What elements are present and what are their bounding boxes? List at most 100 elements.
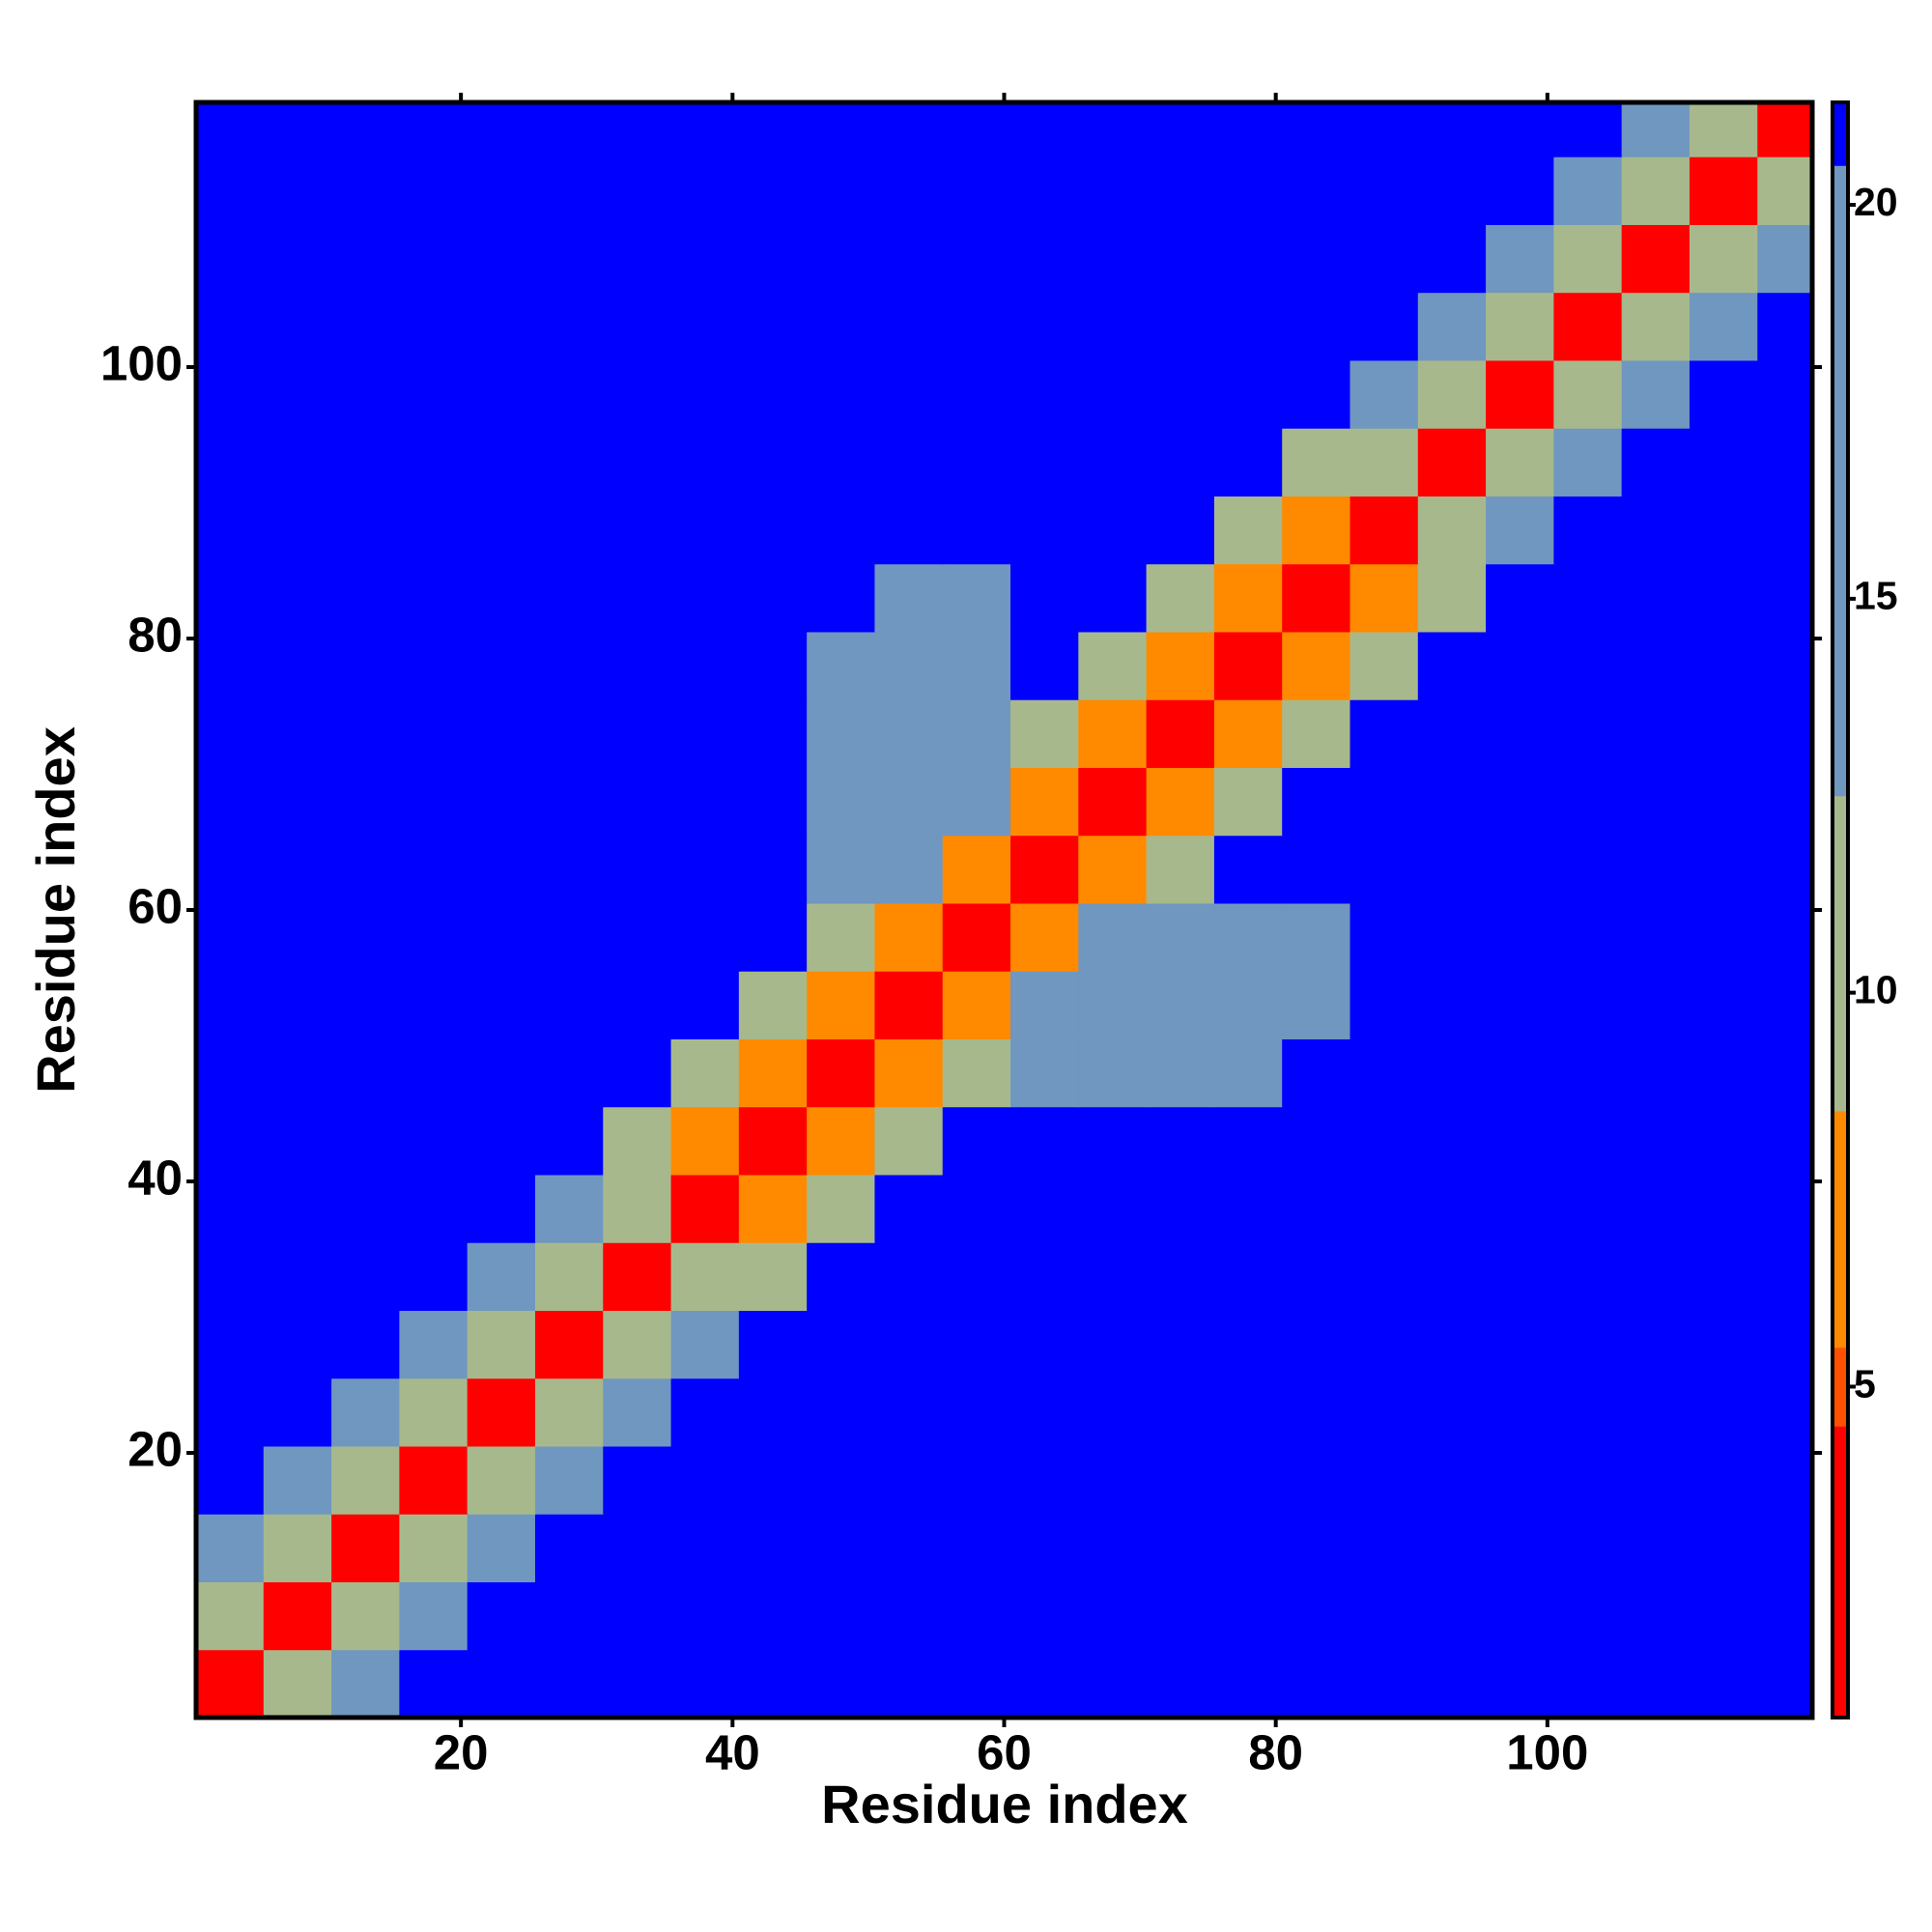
heatmap-cell (603, 1309, 672, 1379)
heatmap-cell (534, 292, 605, 361)
heatmap-cell (467, 427, 536, 497)
heatmap-cell (1350, 1241, 1419, 1311)
heatmap-cell (670, 1241, 740, 1311)
heatmap-cell (1078, 1174, 1148, 1243)
heatmap-cell (1078, 156, 1148, 225)
heatmap-cell (263, 1445, 333, 1515)
heatmap-cell (1689, 1513, 1759, 1582)
y-axis-title: Residue index (25, 726, 86, 1094)
heatmap-cell (1146, 495, 1215, 565)
heatmap-cell (534, 1174, 605, 1243)
heatmap-cell (1350, 101, 1419, 157)
heatmap-cell (942, 292, 1012, 361)
heatmap-cell (331, 766, 401, 837)
heatmap-cell (1553, 902, 1623, 972)
heatmap-cell (1078, 970, 1148, 1039)
heatmap-cell (603, 1241, 672, 1311)
heatmap-cell (942, 970, 1012, 1039)
heatmap-cell (1078, 1037, 1148, 1108)
heatmap-cell (1146, 1378, 1215, 1447)
heatmap-cell (263, 631, 333, 700)
heatmap-cell (942, 223, 1012, 294)
heatmap-cell (331, 156, 401, 225)
heatmap-cell (1010, 1037, 1080, 1108)
heatmap-cell (195, 835, 265, 904)
heatmap-cell (263, 495, 333, 565)
heatmap-cell (1553, 563, 1623, 633)
heatmap-cell (603, 1649, 672, 1719)
heatmap-cell (807, 1106, 876, 1176)
heatmap-cell (1757, 292, 1813, 361)
heatmap-cell (942, 1309, 1012, 1379)
heatmap-cell (467, 223, 536, 294)
heatmap-cell (1146, 156, 1215, 225)
heatmap-cell (331, 1378, 401, 1447)
heatmap-cell (807, 359, 876, 429)
heatmap-cell (807, 292, 876, 361)
heatmap-cell (1689, 835, 1759, 904)
heatmap-cell (1553, 359, 1623, 429)
heatmap-cell (1757, 1106, 1813, 1176)
heatmap-cell (467, 1309, 536, 1379)
heatmap-cell (195, 156, 265, 225)
heatmap-cell (874, 1174, 944, 1243)
heatmap-cell (1689, 970, 1759, 1039)
heatmap-cell (467, 698, 536, 768)
heatmap-cell (1689, 1580, 1759, 1651)
heatmap-cell (467, 101, 536, 157)
heatmap-cell (263, 1378, 333, 1447)
heatmap-cell (807, 698, 876, 768)
heatmap-cell (534, 359, 605, 429)
heatmap-cell (467, 495, 536, 565)
heatmap-cell (603, 1513, 672, 1582)
heatmap-cell (670, 698, 740, 768)
heatmap-cell (1553, 1241, 1623, 1311)
heatmap-cell (738, 427, 809, 497)
heatmap-cell (263, 292, 333, 361)
y-tick-label: 100 (100, 335, 183, 390)
heatmap-cell (1282, 1309, 1351, 1379)
heatmap-cell (1486, 698, 1555, 768)
heatmap-cell (1553, 1513, 1623, 1582)
heatmap-cell (1146, 1649, 1215, 1719)
heatmap-cell (1146, 359, 1215, 429)
heatmap-cell (1350, 631, 1419, 700)
heatmap-cell (670, 835, 740, 904)
heatmap-cell (738, 766, 809, 837)
heatmap-cell (1486, 835, 1555, 904)
heatmap-cell (1282, 631, 1351, 700)
heatmap-cell (1213, 156, 1284, 225)
heatmap-cell (467, 902, 536, 972)
heatmap-cell (1757, 970, 1813, 1039)
heatmap-cell (534, 1513, 605, 1582)
heatmap-cell (874, 835, 944, 904)
heatmap-cell (1689, 1649, 1759, 1719)
heatmap-cell (331, 495, 401, 565)
heatmap-cell (1553, 766, 1623, 837)
heatmap-cell (1146, 1037, 1215, 1108)
heatmap-cell (1689, 1309, 1759, 1379)
heatmap-cell (195, 1106, 265, 1176)
heatmap-cell (1621, 1513, 1690, 1582)
y-tick-label: 40 (128, 1150, 183, 1205)
heatmap-cell (1078, 359, 1148, 429)
heatmap-cell (195, 1378, 265, 1447)
heatmap-cell (1757, 563, 1813, 633)
heatmap-cell (534, 427, 605, 497)
heatmap-cell (1010, 563, 1080, 633)
heatmap-cell (1417, 970, 1488, 1039)
heatmap-cell (399, 698, 469, 768)
heatmap-cell (1553, 1445, 1623, 1515)
heatmap-cell (1621, 1378, 1690, 1447)
heatmap-cell (670, 156, 740, 225)
heatmap-cell (399, 101, 469, 157)
heatmap-cell (1282, 970, 1351, 1039)
heatmap-cell (1146, 1445, 1215, 1515)
heatmap-cell (1417, 495, 1488, 565)
heatmap-cell (1282, 359, 1351, 429)
heatmap-cell (1010, 835, 1080, 904)
heatmap-cell (1350, 970, 1419, 1039)
heatmap-cell (603, 223, 672, 294)
heatmap-cell (1350, 902, 1419, 972)
